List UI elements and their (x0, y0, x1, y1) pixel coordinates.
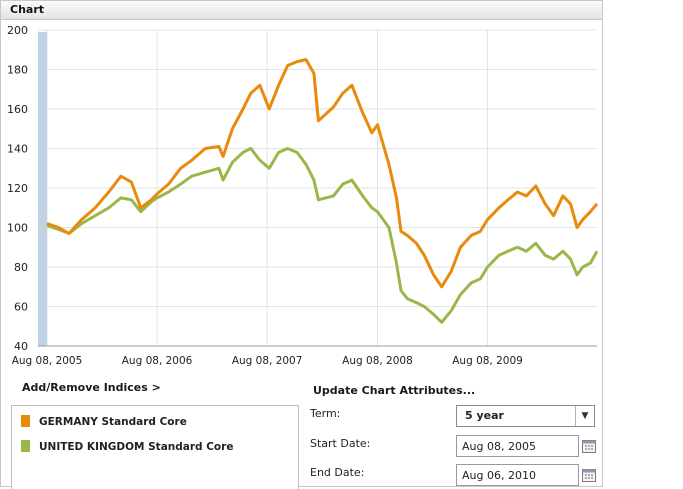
legend-label: GERMANY Standard Core (39, 416, 187, 428)
end-date-input[interactable] (456, 464, 579, 486)
y-tick-label: 200 (7, 24, 28, 37)
y-tick-label: 40 (14, 340, 28, 353)
legend-swatch (21, 440, 30, 452)
y-tick-label: 100 (7, 222, 28, 235)
y-tick-label: 180 (7, 64, 28, 77)
x-tick-label: Aug 08, 2007 (232, 355, 303, 367)
legend-item-united-kingdom[interactable]: UNITED KINGDOM Standard Core (21, 440, 233, 453)
legend: GERMANY Standard Core UNITED KINGDOM Sta… (11, 405, 299, 489)
term-label: Term: (310, 407, 341, 420)
update-chart-attributes-title: Update Chart Attributes... (313, 384, 476, 397)
calendar-icon[interactable] (582, 468, 596, 482)
x-tick-label: Aug 08, 2008 (342, 355, 413, 367)
chart-panel (0, 0, 603, 487)
y-tick-label: 140 (7, 143, 28, 156)
x-axis: Aug 08, 2005 Aug 08, 2006 Aug 08, 2007 Aug … (12, 345, 597, 367)
term-select[interactable]: 5 year ▼ (456, 405, 595, 427)
legend-item-germany[interactable]: GERMANY Standard Core (21, 415, 187, 428)
add-remove-indices-link[interactable]: Add/Remove Indices > (22, 381, 161, 394)
legend-swatch (21, 415, 30, 427)
y-tick-label: 80 (14, 261, 28, 274)
y-axis: 200 180 160 140 120 100 80 60 40 (7, 24, 28, 353)
end-date-label: End Date: (310, 466, 365, 479)
start-date-label: Start Date: (310, 437, 371, 450)
series-line-united-kingdom (46, 147, 599, 324)
x-tick-label: Aug 08, 2006 (122, 355, 193, 367)
x-tick-label: Aug 08, 2005 (12, 355, 83, 367)
panel-header: Chart (0, 0, 603, 20)
legend-label: UNITED KINGDOM Standard Core (39, 441, 234, 453)
chevron-down-icon[interactable]: ▼ (575, 406, 594, 426)
y-tick-label: 60 (14, 301, 28, 314)
start-date-input[interactable] (456, 435, 579, 457)
series-line-germany (46, 58, 599, 289)
calendar-icon[interactable] (582, 439, 596, 453)
series-lines (46, 58, 599, 324)
y-tick-label: 120 (7, 182, 28, 195)
time-scrollbar[interactable] (38, 32, 47, 346)
term-selected-value: 5 year (465, 409, 504, 422)
x-tick-label: Aug 08, 2009 (452, 355, 523, 367)
panel-title: Chart (10, 3, 45, 16)
y-tick-label: 160 (7, 103, 28, 116)
